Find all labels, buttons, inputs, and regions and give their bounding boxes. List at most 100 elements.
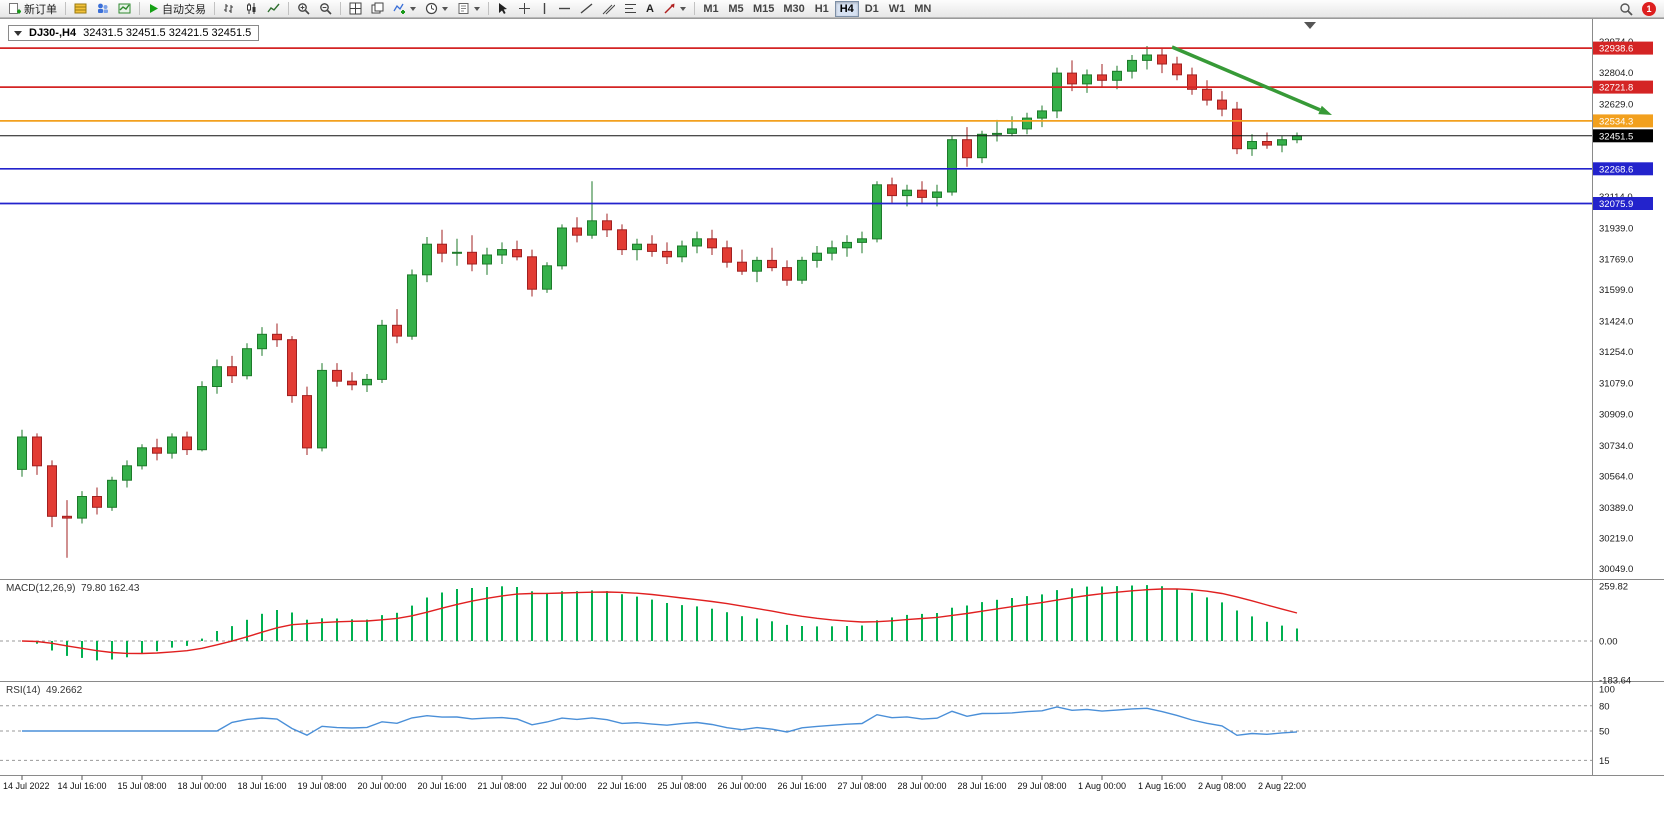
horizontal-line-tool-button[interactable] [554, 1, 575, 17]
time-axis-label: 25 Jul 08:00 [657, 781, 706, 791]
caret-down-icon [410, 6, 416, 11]
candle [992, 119, 1002, 142]
time-axis-label: 18 Jul 00:00 [177, 781, 226, 791]
zoom-out-button[interactable] [315, 1, 336, 17]
autotrading-button[interactable]: 自动交易 [144, 1, 210, 17]
candle [227, 355, 237, 383]
bar-chart-button[interactable] [219, 1, 240, 17]
one-click-trading-icon[interactable] [14, 30, 22, 36]
crosshair-tool-button[interactable] [514, 1, 535, 17]
time-axis-label: 20 Jul 16:00 [417, 781, 466, 791]
candle [347, 372, 357, 391]
timeframe-button-h4[interactable]: H4 [834, 0, 859, 17]
candle [197, 381, 207, 452]
fibonacci-tool-button[interactable] [620, 1, 641, 17]
price-axis-label: 30734.0 [1599, 441, 1633, 452]
timeframe-button-m1[interactable]: M1 [699, 1, 723, 17]
trendline-tool-button[interactable] [576, 1, 597, 17]
navigator-icon [98, 3, 108, 13]
candle [1052, 67, 1062, 119]
caret-down-icon [474, 6, 480, 11]
candle [767, 247, 777, 272]
zoom-out-icon [320, 3, 332, 15]
timeframe-button-m30[interactable]: M30 [779, 1, 808, 17]
new-order-button[interactable]: 新订单 [4, 1, 61, 17]
candle [662, 242, 672, 264]
timeframe-button-m5[interactable]: M5 [724, 1, 748, 17]
timeframe-button-mn[interactable]: MN [910, 1, 935, 17]
timeframe-button-w1[interactable]: W1 [885, 1, 910, 17]
candle [1232, 101, 1242, 155]
vertical-line-tool-button[interactable] [536, 1, 553, 17]
toolbar-separator [65, 2, 66, 15]
svg-text:32534.3: 32534.3 [1599, 116, 1633, 127]
candle [497, 242, 507, 264]
price-badge: 32451.5 [1593, 129, 1653, 143]
arrows-tool-button[interactable] [659, 1, 690, 17]
candle [1067, 60, 1077, 92]
macd-pane [0, 585, 1592, 661]
candle [212, 359, 222, 394]
cursor-icon [499, 3, 507, 14]
macd-axis-label: 259.82 [1599, 582, 1628, 593]
price-axis-label: 32804.0 [1599, 68, 1633, 79]
candlestick-chart-button[interactable] [241, 1, 262, 17]
candle [422, 237, 432, 283]
terminal-button[interactable] [114, 1, 135, 17]
time-axis-label: 20 Jul 00:00 [357, 781, 406, 791]
indicators-button[interactable] [389, 1, 420, 17]
periods-button[interactable] [421, 1, 452, 17]
zoom-in-button[interactable] [293, 1, 314, 17]
candle [362, 374, 372, 392]
time-axis-label: 22 Jul 00:00 [537, 781, 586, 791]
toolbar-separator [340, 2, 341, 15]
templates-button[interactable] [453, 1, 484, 17]
svg-text:32451.5: 32451.5 [1599, 131, 1633, 142]
notifications-badge[interactable]: 1 [1642, 1, 1656, 16]
time-axis-label: 26 Jul 16:00 [777, 781, 826, 791]
text-tool-button[interactable]: A [642, 1, 658, 17]
market-watch-button[interactable] [70, 1, 91, 17]
time-axis-label: 29 Jul 08:00 [1017, 781, 1066, 791]
timeframe-button-m15[interactable]: M15 [749, 1, 778, 17]
price-axis[interactable]: 32974.032804.032629.032454.032284.032114… [1592, 19, 1654, 775]
time-axis-label: 1 Aug 16:00 [1138, 781, 1186, 791]
candle [257, 327, 267, 356]
price-axis-label: 30564.0 [1599, 471, 1633, 482]
candle [857, 231, 867, 254]
cascade-windows-button[interactable] [367, 1, 388, 17]
trend-arrow-object[interactable] [1171, 45, 1332, 115]
candle [572, 217, 582, 243]
toolbar-right-group: 1 [1615, 1, 1660, 17]
tile-windows-button[interactable] [345, 1, 366, 17]
macd-signal-line [21, 588, 1298, 655]
channel-tool-button[interactable] [598, 1, 619, 17]
caret-down-icon [442, 6, 448, 11]
candle [632, 238, 642, 261]
candle [242, 343, 252, 380]
toolbar-separator [693, 2, 695, 15]
candle [167, 433, 177, 459]
cascade-windows-icon [371, 2, 384, 14]
candle [812, 246, 822, 268]
candle [482, 247, 492, 275]
search-button[interactable] [1615, 1, 1637, 17]
timeframe-button-h1[interactable]: H1 [810, 1, 834, 17]
candle [32, 433, 42, 475]
cursor-tool-button[interactable] [493, 1, 513, 17]
price-badge: 32938.6 [1593, 41, 1653, 55]
chart-canvas[interactable]: 32974.032804.032629.032454.032284.032114… [0, 19, 1664, 839]
navigator-button[interactable] [92, 1, 113, 17]
price-axis-label: 31254.0 [1599, 347, 1633, 358]
time-axis[interactable]: 14 Jul 2022 14 Jul 16:00 15 Jul 08:00 18 Ju… [3, 775, 1306, 792]
line-chart-button[interactable] [263, 1, 284, 17]
time-axis-label: 1 Aug 00:00 [1078, 781, 1126, 791]
candle [467, 235, 477, 272]
price-axis-label: 31769.0 [1599, 254, 1633, 265]
time-axis-label: 2 Aug 08:00 [1198, 781, 1246, 791]
toolbar-separator [214, 2, 215, 15]
rsi-indicator-label: RSI(14) 49.2662 [6, 685, 82, 696]
candle [917, 181, 927, 203]
chart-shift-marker[interactable] [1304, 22, 1316, 29]
timeframe-button-d1[interactable]: D1 [860, 1, 884, 17]
